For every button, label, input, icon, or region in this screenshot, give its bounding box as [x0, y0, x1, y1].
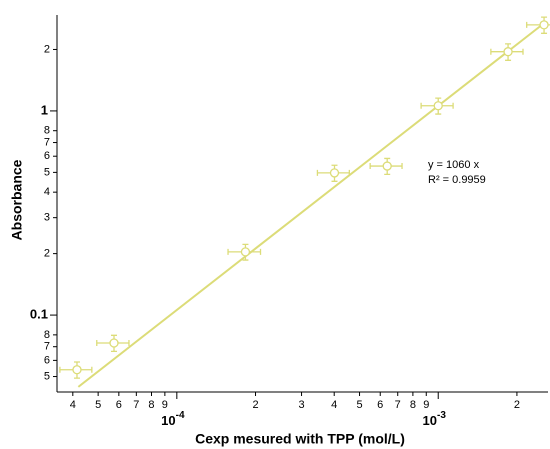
x-tick-label-exponent: -3 — [437, 410, 446, 421]
y-tick-label: 2 — [44, 248, 50, 260]
x-tick-label: 3 — [298, 399, 304, 411]
x-tick-label: 10-4 — [161, 410, 185, 429]
y-tick-label: 5 — [44, 166, 50, 178]
y-tick-label: 1 — [41, 102, 48, 117]
x-tick-label: 9 — [162, 399, 168, 411]
x-tick-label: 6 — [377, 399, 383, 411]
point — [539, 20, 549, 30]
y-axis-title: Absorbance — [9, 159, 25, 240]
equation: y = 1060 x — [428, 159, 480, 171]
y-tick-label: 4 — [44, 186, 50, 198]
x-tick-label: 9 — [423, 399, 429, 411]
point — [329, 168, 340, 178]
x-tick-label: 8 — [410, 399, 416, 411]
y-tick-label: 2 — [44, 43, 50, 55]
x-tick-label-exponent: -4 — [176, 410, 185, 421]
y-tick-label: 8 — [44, 329, 50, 341]
point — [72, 365, 82, 375]
point — [503, 47, 513, 57]
y-tick-label: 8 — [44, 125, 50, 137]
x-tick-label: 6 — [116, 399, 122, 411]
x-tick-label: 2 — [514, 399, 520, 411]
y-tick-label: 6 — [44, 354, 50, 366]
x-tick-label: 7 — [395, 399, 401, 411]
y-tick-label: 5 — [44, 370, 50, 382]
x-tick-label: 8 — [148, 399, 154, 411]
x-tick-label: 4 — [331, 399, 337, 411]
y-tick-label: 3 — [44, 212, 50, 224]
y-tick-label: 6 — [44, 150, 50, 162]
x-tick-label: 5 — [95, 399, 101, 411]
point — [109, 338, 119, 348]
y-tick-label: 7 — [44, 136, 50, 148]
point — [240, 247, 251, 257]
x-tick-label: 2 — [252, 399, 258, 411]
point — [382, 161, 392, 171]
x-axis-title: Cexp mesured with TPP (mol/L) — [195, 431, 405, 447]
r-squared: R² = 0.9959 — [428, 174, 486, 186]
point — [433, 101, 443, 111]
y-tick-label: 7 — [44, 341, 50, 353]
x-tick-label-base: 10 — [161, 413, 175, 428]
x-tick-label: 10-3 — [423, 410, 447, 429]
x-tick-label-base: 10 — [423, 413, 437, 428]
fit-line — [77, 22, 546, 388]
x-tick-label: 5 — [356, 399, 362, 411]
x-tick-label: 7 — [133, 399, 139, 411]
x-tick-label: 4 — [70, 399, 76, 411]
y-tick-label: 0.1 — [30, 307, 48, 322]
